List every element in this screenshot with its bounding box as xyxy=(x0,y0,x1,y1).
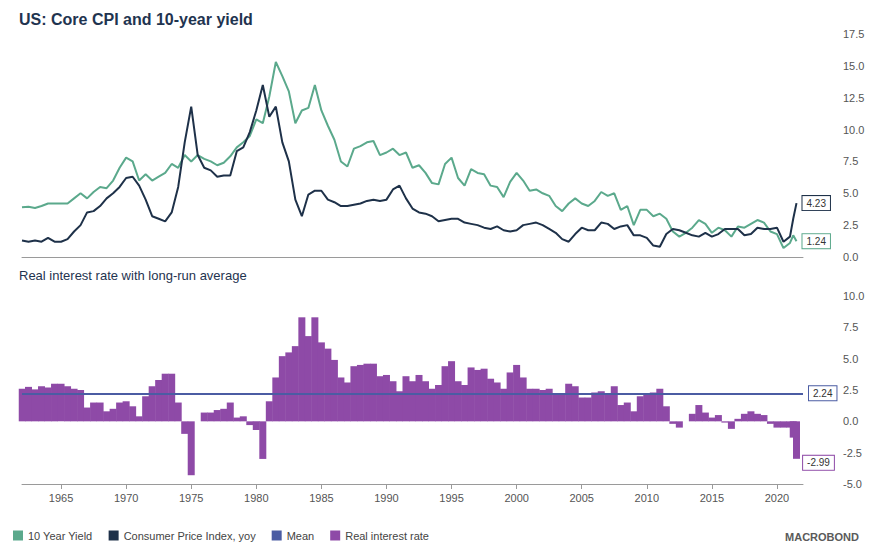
svg-text:Consumer Price Index, yoy: Consumer Price Index, yoy xyxy=(124,530,257,542)
svg-text:5.0: 5.0 xyxy=(843,353,858,365)
svg-text:1985: 1985 xyxy=(309,492,333,504)
svg-text:-2.5: -2.5 xyxy=(843,447,862,459)
svg-text:1965: 1965 xyxy=(49,492,73,504)
svg-text:2.5: 2.5 xyxy=(843,384,858,396)
svg-text:4.23: 4.23 xyxy=(806,198,826,209)
svg-text:-2.99: -2.99 xyxy=(807,457,830,468)
svg-text:12.5: 12.5 xyxy=(843,92,864,104)
svg-text:Real interest rate with long-r: Real interest rate with long-run average xyxy=(19,268,247,283)
svg-text:7.5: 7.5 xyxy=(843,155,858,167)
svg-text:2.5: 2.5 xyxy=(843,219,858,231)
svg-text:5.0: 5.0 xyxy=(843,187,858,199)
svg-text:1975: 1975 xyxy=(179,492,203,504)
svg-text:2015: 2015 xyxy=(700,492,724,504)
svg-text:MACROBOND: MACROBOND xyxy=(785,531,859,543)
svg-text:2.24: 2.24 xyxy=(813,388,833,399)
svg-text:1970: 1970 xyxy=(114,492,138,504)
svg-text:1.24: 1.24 xyxy=(806,236,826,247)
svg-text:1995: 1995 xyxy=(439,492,463,504)
svg-text:0.0: 0.0 xyxy=(843,415,858,427)
svg-text:2020: 2020 xyxy=(765,492,789,504)
svg-text:2000: 2000 xyxy=(504,492,528,504)
svg-text:Real interest rate: Real interest rate xyxy=(345,530,429,542)
svg-text:1980: 1980 xyxy=(244,492,268,504)
svg-text:10.0: 10.0 xyxy=(843,124,864,136)
svg-text:US: Core CPI and 10-year yield: US: Core CPI and 10-year yield xyxy=(19,11,253,28)
svg-text:17.5: 17.5 xyxy=(843,28,864,40)
svg-text:7.5: 7.5 xyxy=(843,321,858,333)
svg-text:0.0: 0.0 xyxy=(843,251,858,263)
svg-text:2005: 2005 xyxy=(569,492,593,504)
svg-text:-5.0: -5.0 xyxy=(843,478,862,490)
svg-text:1990: 1990 xyxy=(374,492,398,504)
svg-text:2010: 2010 xyxy=(635,492,659,504)
svg-text:15.0: 15.0 xyxy=(843,60,864,72)
svg-text:10.0: 10.0 xyxy=(843,290,864,302)
svg-text:Mean: Mean xyxy=(287,530,315,542)
svg-text:10 Year Yield: 10 Year Yield xyxy=(28,530,92,542)
